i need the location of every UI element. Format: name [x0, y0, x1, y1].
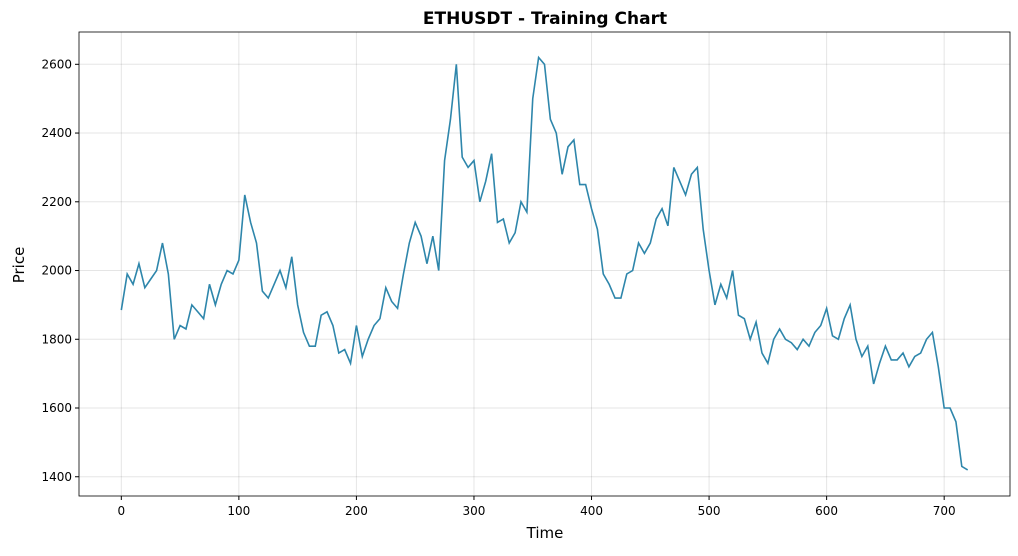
chart-title: ETHUSDT - Training Chart: [423, 9, 667, 29]
x-tick-label: 400: [580, 504, 603, 518]
x-tick-label: 200: [345, 504, 368, 518]
x-tick-label: 600: [815, 504, 838, 518]
plot-frame: [78, 31, 1011, 497]
y-axis-label: Price: [10, 247, 28, 284]
y-tick-label: 2200: [41, 195, 72, 209]
x-tick-label: 700: [933, 504, 956, 518]
y-tick-label: 2400: [41, 126, 72, 140]
y-tick-label: 2000: [41, 264, 72, 278]
y-tick-label: 1800: [41, 332, 72, 346]
x-axis-label: Time: [526, 524, 564, 542]
y-tick-label: 1600: [41, 401, 72, 415]
y-tick-label: 2600: [41, 57, 72, 71]
x-tick-label: 500: [698, 504, 721, 518]
price-line: [120, 55, 969, 471]
x-tick-label: 0: [117, 504, 125, 518]
x-tick-label: 100: [227, 504, 250, 518]
x-tick-label: 300: [463, 504, 486, 518]
y-tick-label: 1400: [41, 470, 72, 484]
